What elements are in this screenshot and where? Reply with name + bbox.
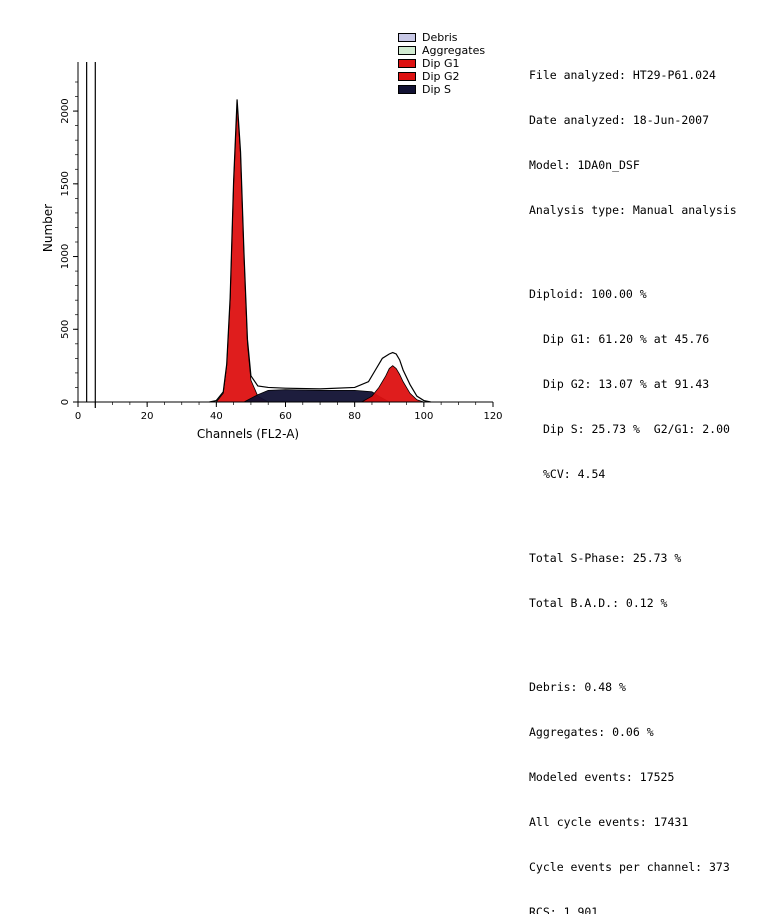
- series-layer: [209, 99, 431, 403]
- legend-swatch-debris: [398, 33, 416, 42]
- y-axis-label: Number: [41, 204, 55, 252]
- legend-swatch-dip-g1: [398, 59, 416, 68]
- histogram-plot: 0 20 40 60 80 100 120 0 500 1000 1500 2000 Channels…: [41, 62, 503, 441]
- legend-item-dip-s: Dip S: [398, 83, 485, 96]
- report-dip-s: Dip S: 25.73 % G2/G1: 2.00: [543, 422, 730, 436]
- report-dip-g2: Dip G2: 13.07 % at 91.43: [543, 377, 710, 391]
- series-area-dip-g1: [215, 103, 270, 403]
- legend-label-dip-g1: Dip G1: [422, 57, 460, 70]
- report-file: File analyzed: HT29-P61.024: [529, 68, 716, 82]
- legend-label-dip-s: Dip S: [422, 83, 451, 96]
- report-rcs: RCS: 1.901: [529, 905, 599, 914]
- report-aggregates: Aggregates: 0.06 %: [529, 725, 654, 739]
- x-tick-label-0: 0: [75, 411, 81, 422]
- report-analysis-type: Analysis type: Manual analysis: [529, 203, 737, 217]
- x-axis-label: Channels (FL2-A): [197, 427, 299, 441]
- legend-label-dip-g2: Dip G2: [422, 70, 460, 83]
- report-cycle-events-per-channel: Cycle events per channel: 373: [529, 860, 730, 874]
- x-tick-label-4: 80: [348, 411, 361, 422]
- x-tick-label-2: 40: [210, 411, 223, 422]
- x-tick-label-5: 100: [414, 411, 433, 422]
- legend-item-debris: Debris: [398, 31, 485, 44]
- y-tick-label-4: 2000: [60, 98, 71, 123]
- report-diploid: Diploid: 100.00 %: [529, 287, 647, 301]
- legend-item-dip-g1: Dip G1: [398, 57, 485, 70]
- report-total-s-phase: Total S-Phase: 25.73 %: [529, 551, 682, 565]
- legend-label-aggregates: Aggregates: [422, 44, 486, 57]
- legend-item-dip-g2: Dip G2: [398, 70, 485, 83]
- report-debris: Debris: 0.48 %: [529, 680, 626, 694]
- series-area-dip-g2: [360, 365, 424, 403]
- x-tick-label-6: 120: [483, 411, 502, 422]
- y-tick-label-2: 1000: [60, 244, 71, 269]
- y-tick-label-0: 0: [60, 399, 71, 405]
- legend-item-aggregates: Aggregates: [398, 44, 485, 57]
- report-total-bad: Total B.A.D.: 0.12 %: [529, 596, 668, 610]
- axes-layer: 0 20 40 60 80 100 120 0 500 1000 1500 2000: [60, 62, 503, 422]
- report-cv: %CV: 4.54: [543, 467, 606, 481]
- report-date: Date analyzed: 18-Jun-2007: [529, 113, 710, 127]
- analysis-report: File analyzed: HT29-P61.024 Date analyze…: [529, 38, 737, 914]
- legend-swatch-aggregates: [398, 46, 416, 55]
- report-all-cycle-events: All cycle events: 17431: [529, 815, 689, 829]
- legend-swatch-dip-s: [398, 85, 416, 94]
- x-tick-label-1: 20: [141, 411, 154, 422]
- report-dip-g1: Dip G1: 61.20 % at 45.76: [543, 332, 710, 346]
- report-model: Model: 1DA0n_DSF: [529, 158, 640, 172]
- y-tick-label-3: 1500: [60, 171, 71, 196]
- x-tick-label-3: 60: [279, 411, 292, 422]
- legend-swatch-dip-g2: [398, 72, 416, 81]
- histogram-outline: [209, 99, 431, 403]
- report-modeled-events: Modeled events: 17525: [529, 770, 675, 784]
- y-tick-label-1: 500: [60, 320, 71, 339]
- legend: Debris Aggregates Dip G1 Dip G2 Dip S: [398, 31, 485, 96]
- legend-label-debris: Debris: [422, 31, 458, 44]
